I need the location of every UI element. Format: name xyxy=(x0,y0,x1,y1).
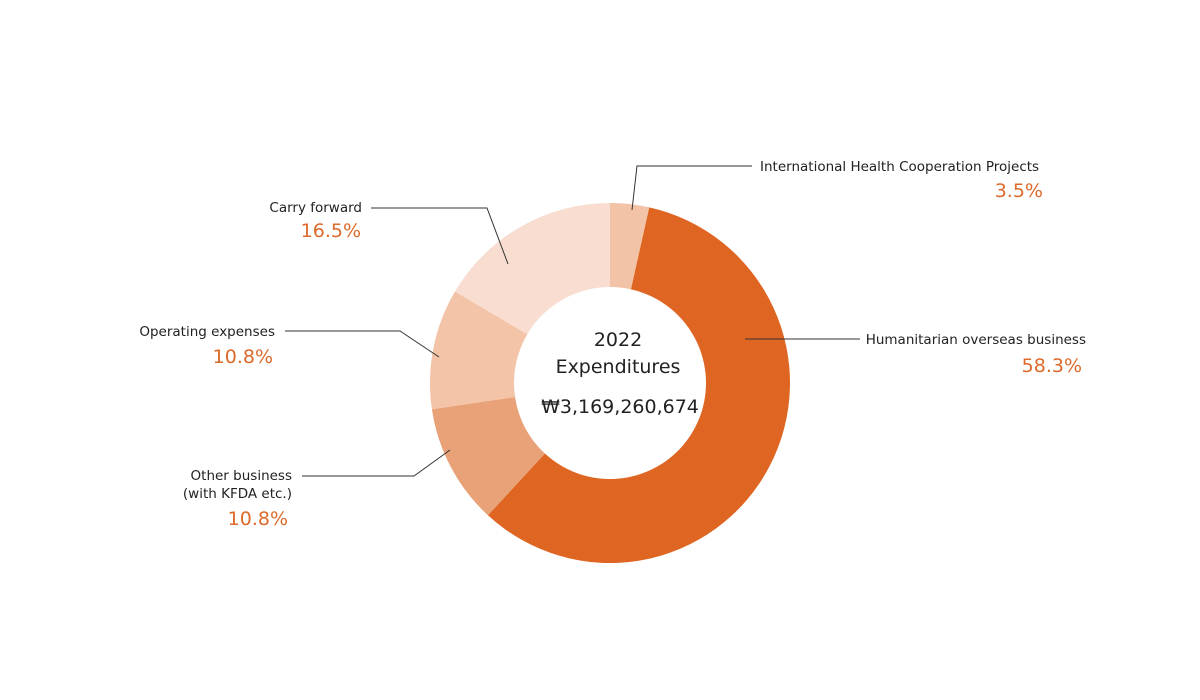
slice-label-2-line-1: (with KFDA etc.) xyxy=(183,486,292,502)
slice-label-0-line-0: International Health Cooperation Project… xyxy=(760,159,1039,175)
slice-label-1-line-0: Humanitarian overseas business xyxy=(866,332,1086,348)
donut-slice-0 xyxy=(610,203,650,290)
leader-line-2 xyxy=(302,449,451,477)
slice-label-4-line-0: Carry forward xyxy=(269,200,362,216)
leader-lines xyxy=(285,165,860,477)
slice-labels: International Health Cooperation Project… xyxy=(139,159,1086,530)
center-title-line-1: 2022 xyxy=(594,329,642,351)
leader-line-4 xyxy=(371,207,509,265)
donut-slice-3 xyxy=(430,291,528,410)
donut-slice-4 xyxy=(454,203,610,335)
center-label: 2022 Expenditures ₩3,169,260,674 xyxy=(541,329,699,418)
leader-line-0 xyxy=(631,165,752,211)
center-title-line-2: Expenditures xyxy=(556,356,681,378)
center-total: ₩3,169,260,674 xyxy=(541,396,699,418)
slice-label-3-line-0: Operating expenses xyxy=(139,324,275,340)
slice-value-label-1: 58.3% xyxy=(1022,355,1082,377)
donut-slices xyxy=(430,203,790,563)
slice-label-2-line-0: Other business xyxy=(191,468,292,484)
leader-line-3 xyxy=(285,330,440,358)
slice-value-label-2: 10.8% xyxy=(228,508,288,530)
slice-value-label-3: 10.8% xyxy=(213,346,273,368)
slice-value-label-0: 3.5% xyxy=(995,180,1043,202)
donut-slice-2 xyxy=(431,396,545,516)
donut-slice-1 xyxy=(487,207,790,563)
slice-value-label-4: 16.5% xyxy=(301,220,361,242)
